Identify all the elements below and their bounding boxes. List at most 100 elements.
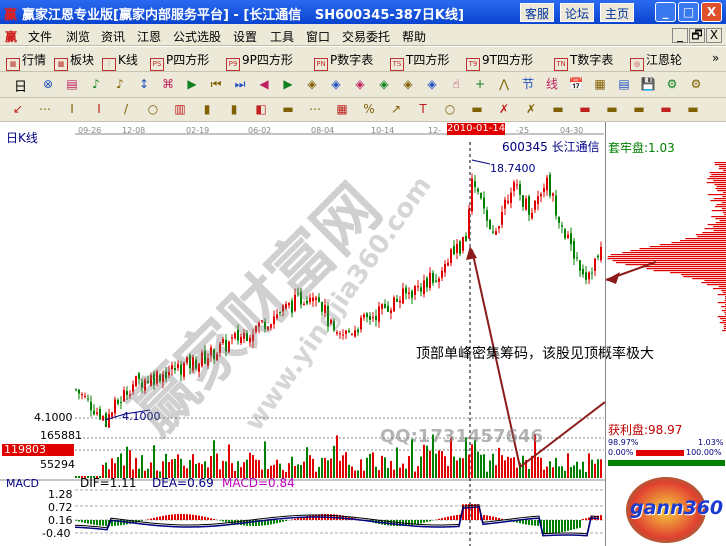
toolbar-t9-button[interactable]: T9 9T四方形 [466,51,533,71]
maximize-button[interactable]: □ [678,2,699,22]
menu-tools[interactable]: 工具 [270,30,295,44]
draw-tool-icon-21[interactable]: ▬ [579,102,591,116]
toolbar-tn-button[interactable]: TN T数字表 [554,51,613,71]
mdi-close-button[interactable]: X [706,28,722,43]
toolbar-ps-button[interactable]: PS P四方形 [150,51,209,71]
tool-icon-0[interactable]: ⊗ [42,77,54,91]
toolbar-kline-button[interactable]: ⫶ K线 [102,51,138,71]
candle-body [585,272,587,280]
service-button[interactable]: 客服 [520,3,555,22]
candle-body [429,272,431,288]
tool-icon-7[interactable]: ⏮ [210,77,222,91]
draw-tool-icon-24[interactable]: ▬ [660,102,672,116]
tool-icon-21[interactable]: 线 [545,77,558,91]
toolbar-more-button[interactable]: » [712,51,720,65]
tool-icon-26[interactable]: ⚙ [666,77,678,91]
minimize-button[interactable]: _ [655,2,676,22]
draw-tool-icon-9[interactable]: ◧ [255,102,267,116]
draw-tool-icon-5[interactable]: ○ [147,102,159,116]
draw-tool-icon-22[interactable]: ▬ [606,102,618,116]
tool-icon-8[interactable]: ⏭ [234,77,246,91]
draw-tool-icon-2[interactable]: I [70,102,74,116]
toolbar-grid-button[interactable]: ▦ 行情 [6,51,46,71]
draw-tool-icon-20[interactable]: ▬ [552,102,564,116]
draw-tool-icon-12[interactable]: ▦ [336,102,348,116]
tool-icon-6[interactable]: ▶ [187,77,197,91]
draw-tool-icon-11[interactable]: ⋯ [309,102,321,116]
candle-body [573,241,575,259]
menu-help[interactable]: 帮助 [402,30,427,44]
tool-icon-19[interactable]: ⋀ [499,77,509,91]
volume-tick-low: 55294 [40,458,75,471]
tool-icon-11[interactable]: ◈ [307,77,317,91]
candle-body [180,364,182,375]
tool-icon-13[interactable]: ◈ [355,77,365,91]
mdi-minimize-button[interactable]: _ [672,28,688,43]
toolbar-ts-button[interactable]: TS T四方形 [390,51,449,71]
menu-file[interactable]: 文件 [28,30,53,44]
tool-icon-22[interactable]: 📅 [568,77,584,91]
draw-tool-icon-15[interactable]: T [419,102,427,116]
tool-icon-10[interactable]: ▶ [283,77,293,91]
draw-tool-icon-25[interactable]: ▬ [687,102,699,116]
draw-tool-icon-14[interactable]: ↗ [390,102,402,116]
menu-trade[interactable]: 交易委托 [342,30,391,44]
tool-icon-3[interactable]: ♪ [116,77,124,91]
tool-icon-2[interactable]: ♪ [92,77,100,91]
candle-body [474,181,476,187]
tool-icon-9[interactable]: ◀ [259,77,269,91]
candle-body [468,208,470,239]
draw-tool-icon-8[interactable]: ▮ [230,102,238,116]
tool-icon-20[interactable]: 节 [521,77,534,91]
toolbar-p9-button[interactable]: P9 9P四方形 [226,51,293,71]
menu-info[interactable]: 资讯 [101,30,126,44]
volume-bar [570,467,572,478]
candle-body [531,212,533,219]
close-button[interactable]: X [701,2,722,22]
forum-button[interactable]: 论坛 [560,3,595,22]
tool-icon-23[interactable]: ▦ [594,77,606,91]
candle-body [282,305,284,312]
draw-tool-icon-17[interactable]: ▬ [471,102,483,116]
tool-icon-15[interactable]: ◈ [403,77,413,91]
draw-tool-icon-0[interactable]: ↙ [12,102,24,116]
menu-settings[interactable]: 设置 [233,30,258,44]
tool-icon-12[interactable]: ◈ [331,77,341,91]
draw-tool-icon-16[interactable]: ○ [444,102,456,116]
tool-icon-14[interactable]: ◈ [379,77,389,91]
toolbar-pn-button[interactable]: PN P数字表 [314,51,373,71]
mdi-restore-button[interactable]: 🗗 [689,28,705,43]
tool-icon-18[interactable]: + [474,77,486,91]
draw-tool-icon-10[interactable]: ▬ [282,102,294,116]
tool-icon-24[interactable]: ▤ [618,77,630,91]
draw-tool-icon-19[interactable]: ✗ [525,102,537,116]
tool-icon-25[interactable]: 💾 [640,77,656,91]
chip-bar [706,284,726,286]
draw-tool-icon-13[interactable]: % [363,102,375,116]
draw-tool-icon-23[interactable]: ▬ [633,102,645,116]
draw-tool-icon-3[interactable]: I [97,102,101,116]
candle-body [216,354,218,361]
draw-tool-icon-4[interactable]: / [123,102,129,116]
tool-icon-17[interactable]: ☝ [452,77,460,91]
menu-formula[interactable]: 公式选股 [173,30,222,44]
tool-icon-1[interactable]: ▤ [66,77,78,91]
menu-gann[interactable]: 江恩 [137,30,162,44]
tool-icon-16[interactable]: ◈ [427,77,437,91]
candle-body [81,394,83,396]
draw-tool-icon-7[interactable]: ▮ [203,102,211,116]
draw-tool-icon-6[interactable]: ▥ [174,102,186,116]
tool-icon-5[interactable]: ⌘ [162,77,174,91]
draw-tool-icon-18[interactable]: ✗ [498,102,510,116]
volume-bar [285,471,287,478]
toolbar-wheel-button[interactable]: ◎ 江恩轮 [630,51,682,71]
period-select[interactable]: 日 [14,80,28,95]
home-button[interactable]: 主页 [600,3,635,22]
tool-icon-4[interactable]: ↕ [138,77,150,91]
toolbar-blocks-button[interactable]: ▩ 板块 [54,51,94,71]
tool-icon-27[interactable]: ⚙ [690,77,702,91]
kline-chart[interactable] [0,122,605,546]
draw-tool-icon-1[interactable]: ⋯ [39,102,51,116]
menu-window[interactable]: 窗口 [306,30,331,44]
menu-browse[interactable]: 浏览 [66,30,91,44]
